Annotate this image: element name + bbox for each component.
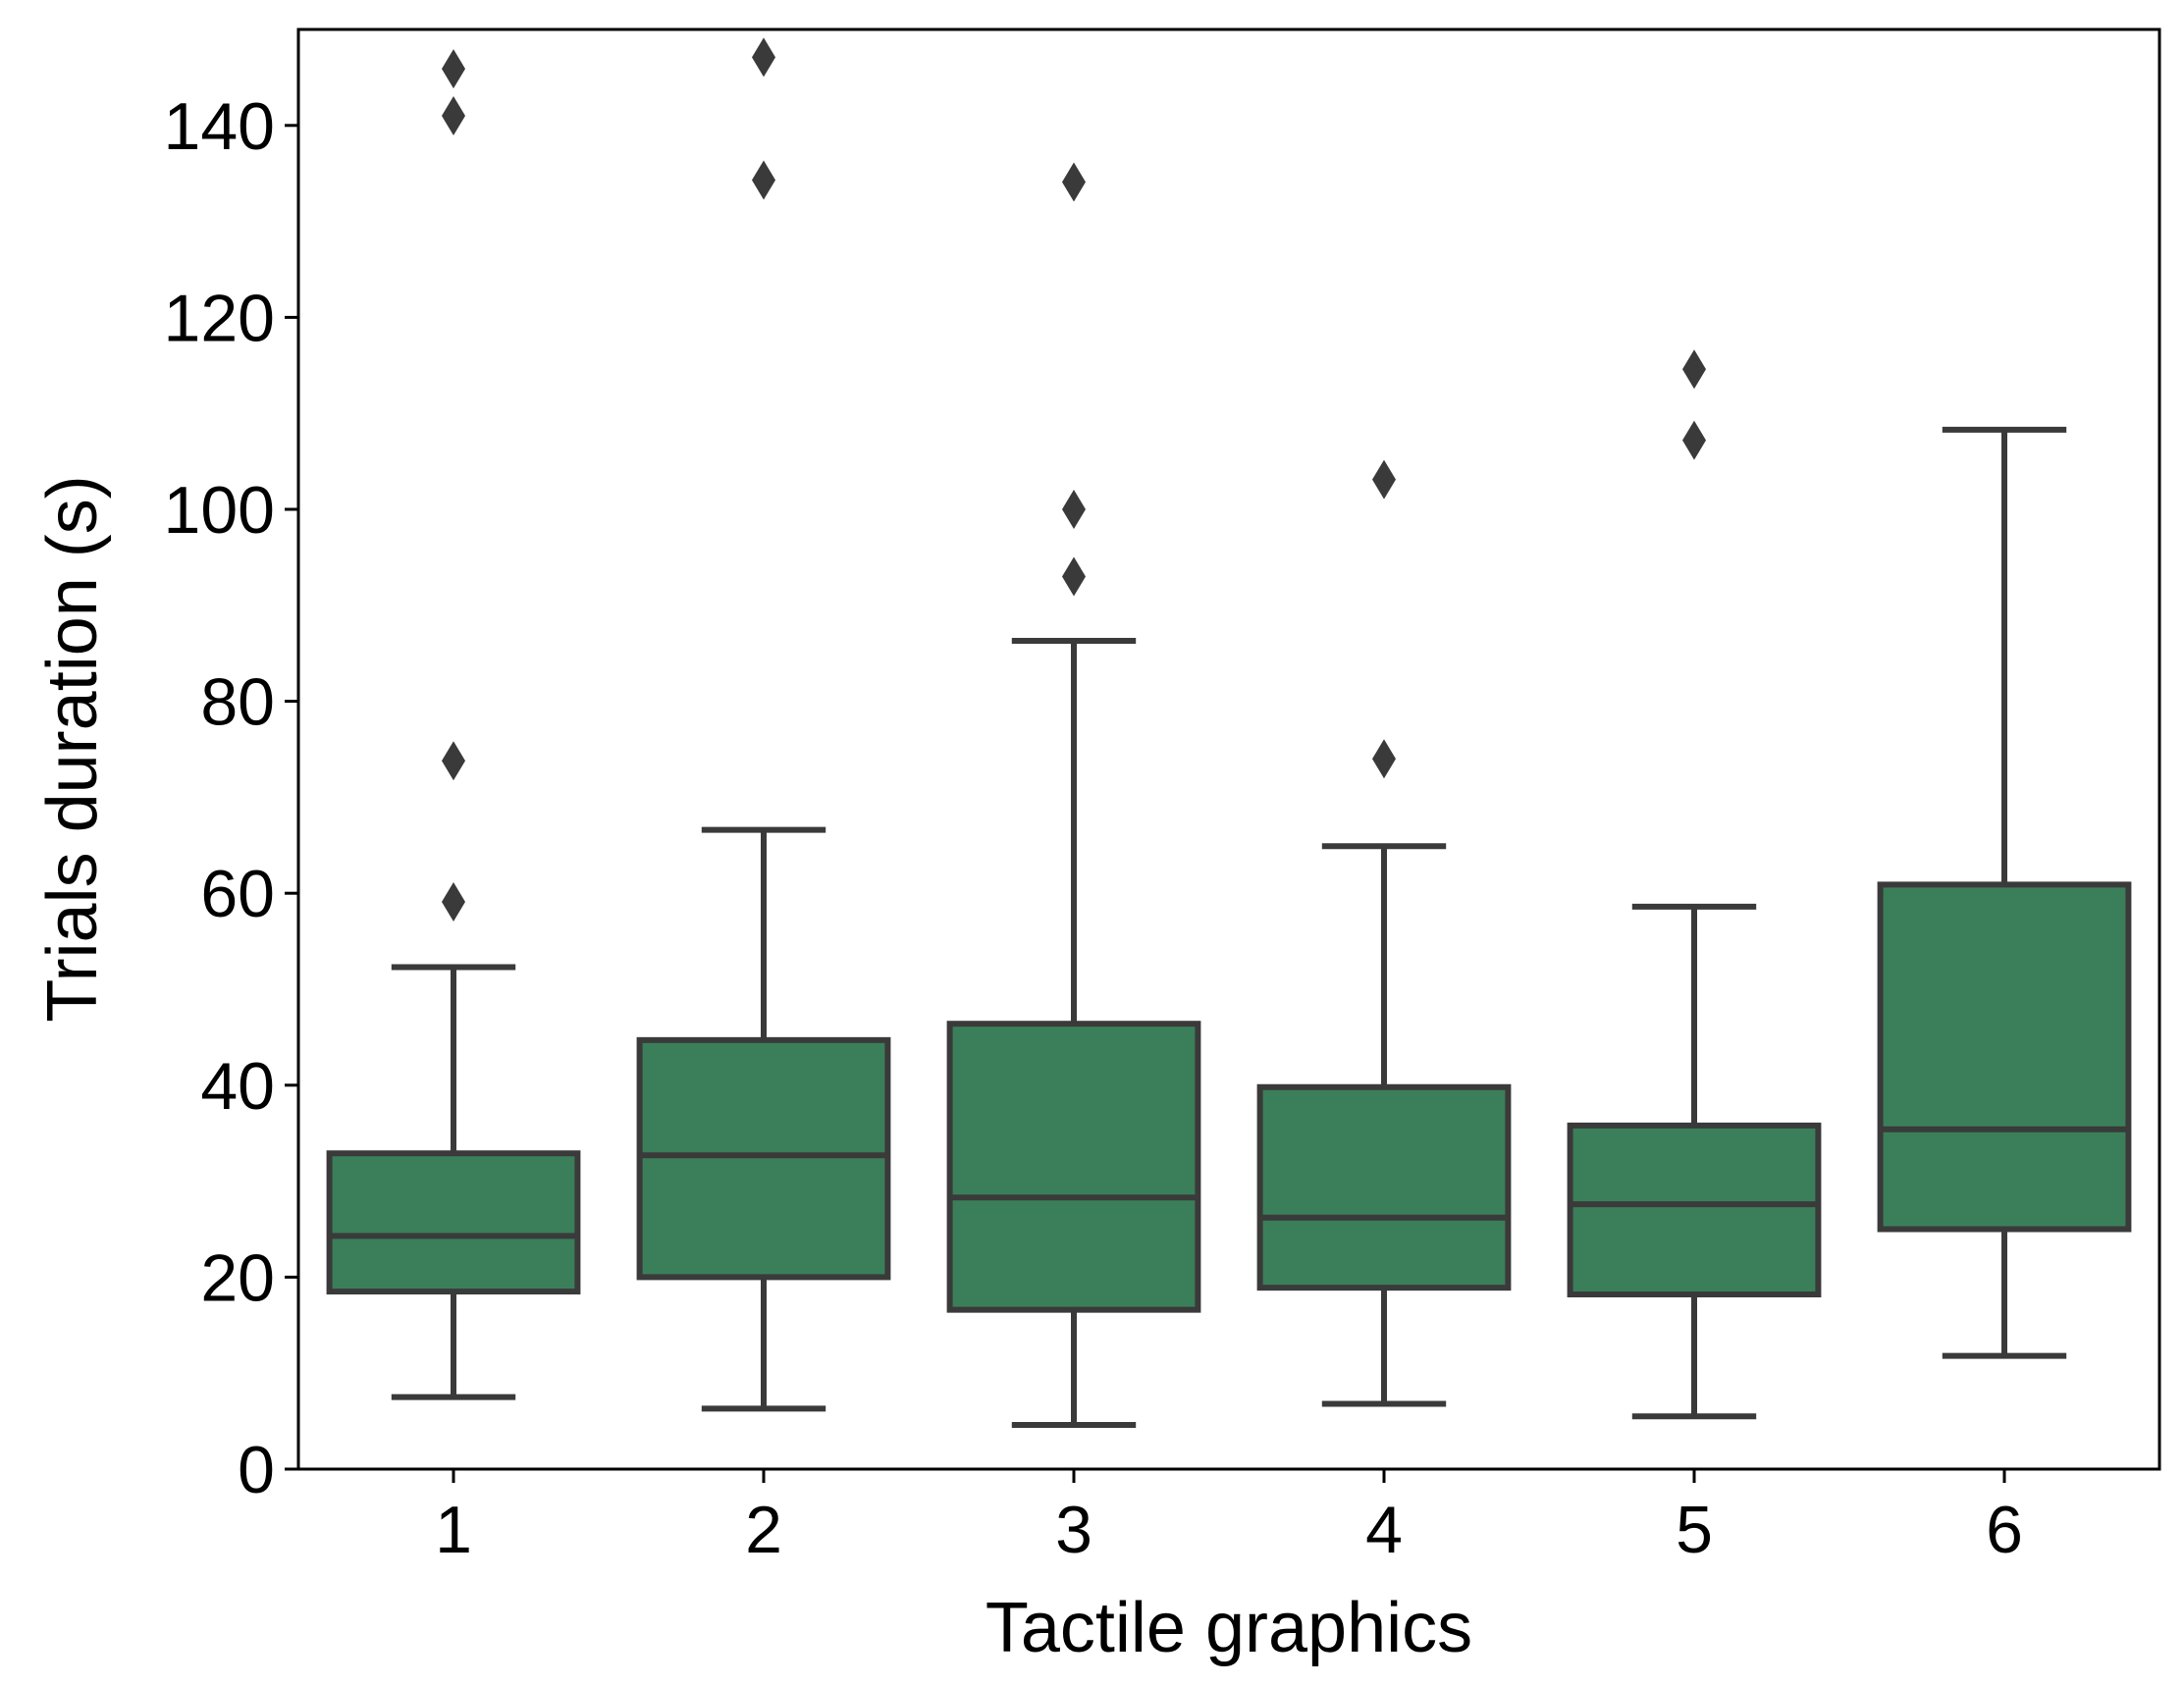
- outlier-point: [442, 741, 465, 781]
- x-tick-label: 2: [745, 1493, 782, 1567]
- iqr-box: [1877, 881, 2132, 1233]
- axis-ticks: 0 20 40 60 80 100 120 140 1 2 3 4 5 6: [164, 89, 2023, 1567]
- x-tick-label: 1: [435, 1493, 472, 1567]
- iqr-box: [946, 1021, 1201, 1313]
- outlier-point: [1682, 420, 1706, 460]
- y-tick-label: 80: [200, 665, 275, 740]
- outlier-point: [1372, 739, 1396, 779]
- y-tick-label: 140: [164, 89, 275, 164]
- iqr-box: [1567, 1122, 1822, 1298]
- box-group-1: [326, 49, 581, 1400]
- outlier-point: [1682, 349, 1706, 390]
- box-group-2: [636, 37, 891, 1412]
- box-group-5: [1567, 349, 1822, 1420]
- y-tick-label: 0: [238, 1433, 275, 1507]
- outlier-point: [442, 49, 465, 89]
- iqr-box: [636, 1036, 891, 1281]
- outlier-point: [442, 882, 465, 922]
- y-tick-label: 40: [200, 1049, 275, 1124]
- x-tick-label: 6: [1986, 1493, 2023, 1567]
- x-tick-label: 5: [1676, 1493, 1713, 1567]
- outlier-point: [1062, 556, 1086, 597]
- outlier-point: [752, 160, 775, 200]
- outlier-point: [1062, 162, 1086, 202]
- outlier-point: [442, 96, 465, 136]
- y-tick-label: 100: [164, 473, 275, 548]
- box-group-6: [1877, 426, 2132, 1359]
- x-tick-label: 3: [1055, 1493, 1092, 1567]
- y-tick-label: 20: [200, 1240, 275, 1315]
- outlier-point: [1372, 459, 1396, 500]
- x-axis-label: Tactile graphics: [985, 1589, 1472, 1667]
- box-series: [326, 37, 2132, 1429]
- iqr-box: [326, 1150, 581, 1295]
- box-group-3: [946, 162, 1201, 1429]
- y-axis-label: Trials duration (s): [33, 475, 112, 1022]
- plot-frame: [296, 27, 2161, 1471]
- outlier-point: [752, 37, 775, 78]
- x-tick-label: 4: [1365, 1493, 1403, 1567]
- y-tick-label: 120: [164, 281, 275, 355]
- box-group-4: [1256, 459, 1512, 1407]
- outlier-point: [1062, 490, 1086, 529]
- y-tick-label: 60: [200, 857, 275, 931]
- iqr-box: [1256, 1083, 1512, 1291]
